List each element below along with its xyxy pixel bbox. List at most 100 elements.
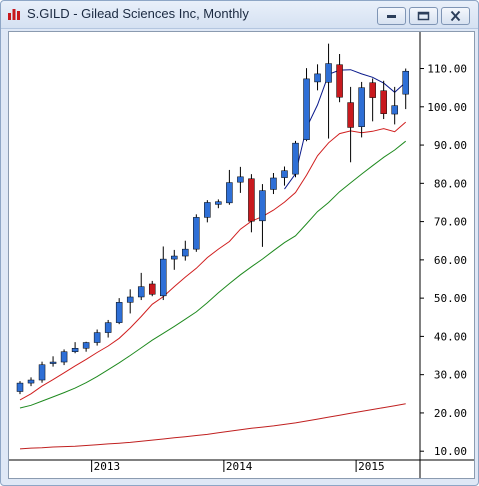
candle[interactable] <box>292 140 299 178</box>
candle[interactable] <box>347 86 354 163</box>
candle[interactable] <box>60 349 68 366</box>
candle[interactable] <box>358 81 365 138</box>
maximize-icon <box>417 11 430 21</box>
candle[interactable] <box>171 249 178 270</box>
candle[interactable] <box>49 356 57 367</box>
candle[interactable] <box>259 184 266 247</box>
candle[interactable] <box>369 78 376 122</box>
candle-body <box>325 63 332 83</box>
price-tick-label: 70.00 <box>434 216 467 229</box>
candle[interactable] <box>380 80 387 120</box>
candle-body <box>347 102 354 128</box>
candle[interactable] <box>16 381 24 395</box>
candle[interactable] <box>160 246 167 301</box>
candle[interactable] <box>281 166 288 186</box>
title-bar[interactable]: S.GILD - Gilead Sciences Inc, Monthly <box>1 1 478 29</box>
candle[interactable] <box>204 200 211 223</box>
candle-body <box>226 182 233 204</box>
price-tick-label: 10.00 <box>434 445 467 458</box>
candle-body <box>336 64 343 98</box>
time-tick-label: 2015 <box>358 460 385 473</box>
close-button[interactable] <box>441 7 470 25</box>
candle[interactable] <box>82 341 90 352</box>
price-tick-label: 80.00 <box>434 177 467 190</box>
long-ma-layer <box>19 403 406 450</box>
candle[interactable] <box>336 53 343 103</box>
price-tick-label: 90.00 <box>434 139 467 152</box>
candle-body <box>115 302 123 323</box>
time-tick-label: 2013 <box>94 460 121 473</box>
candle[interactable] <box>93 329 101 346</box>
candle[interactable] <box>303 68 310 142</box>
candle-body <box>71 348 79 352</box>
candle[interactable] <box>237 166 244 193</box>
candle[interactable] <box>182 240 189 261</box>
candle-body <box>204 202 211 218</box>
long-ma-line <box>19 403 406 450</box>
candle-body <box>402 70 409 95</box>
candle[interactable] <box>115 298 123 325</box>
candle[interactable] <box>391 86 398 125</box>
candle-body <box>193 217 200 250</box>
candle[interactable] <box>226 169 233 205</box>
candle-body <box>49 361 57 364</box>
candle-body <box>248 178 255 222</box>
candle[interactable] <box>148 280 156 297</box>
candle[interactable] <box>215 199 222 209</box>
candle-body <box>380 90 387 114</box>
candle[interactable] <box>193 214 200 252</box>
candle-body <box>369 82 376 98</box>
time-tick-label: 2014 <box>226 460 253 473</box>
candle[interactable] <box>314 64 321 91</box>
time-axis: 2013 2014 2015 <box>91 460 385 473</box>
candle-body <box>148 283 156 295</box>
candle-body <box>215 201 222 205</box>
candle-body <box>104 322 112 333</box>
candle[interactable] <box>325 43 332 139</box>
candle[interactable] <box>137 272 145 301</box>
candle[interactable] <box>270 172 277 195</box>
candle[interactable] <box>104 319 112 338</box>
candle-body <box>391 105 398 115</box>
price-axis: 10.00 20.00 30.00 40.00 50.00 60.00 70.00 80.00… <box>420 63 467 458</box>
candle[interactable] <box>71 342 79 354</box>
candle-body <box>314 73 321 83</box>
candle-body <box>60 351 68 363</box>
price-tick-label: 30.00 <box>434 369 467 382</box>
candle[interactable] <box>248 174 255 233</box>
slow-ma-layer <box>19 140 407 409</box>
candle[interactable] <box>126 289 134 314</box>
candle[interactable] <box>27 377 35 387</box>
candle-body <box>182 248 189 257</box>
candle[interactable] <box>38 361 46 383</box>
candle-body <box>303 78 310 140</box>
minimize-button[interactable] <box>377 7 406 25</box>
window-title: S.GILD - Gilead Sciences Inc, Monthly <box>27 6 249 21</box>
price-chart[interactable]: 10.00 20.00 30.00 40.00 50.00 60.00 70.00 80.00… <box>9 32 474 478</box>
candle-body <box>171 255 178 260</box>
candle-body <box>93 332 101 343</box>
chart-panel: 10.00 20.00 30.00 40.00 50.00 60.00 70.00 80.00… <box>8 31 475 479</box>
slow-ma-line <box>19 140 407 409</box>
candle[interactable] <box>402 68 409 110</box>
candle-body <box>126 296 134 303</box>
mid-ma-layer <box>19 121 407 401</box>
price-tick-label: 60.00 <box>434 254 467 267</box>
maximize-button[interactable] <box>409 7 438 25</box>
price-tick-label: 110.00 <box>427 63 467 76</box>
candle-body <box>27 379 35 384</box>
minimize-icon <box>387 15 396 18</box>
candle-body <box>82 342 90 349</box>
candle-body <box>237 176 244 183</box>
price-tick-label: 100.00 <box>427 101 467 114</box>
price-tick-label: 20.00 <box>434 407 467 420</box>
candles-layer <box>16 43 409 395</box>
candle-body <box>16 382 24 392</box>
candle-body <box>137 286 145 298</box>
candle-body <box>358 87 365 127</box>
candle-body <box>270 177 277 190</box>
price-tick-label: 50.00 <box>434 292 467 305</box>
mid-ma-line <box>19 121 407 401</box>
chart-app-icon <box>8 9 20 20</box>
